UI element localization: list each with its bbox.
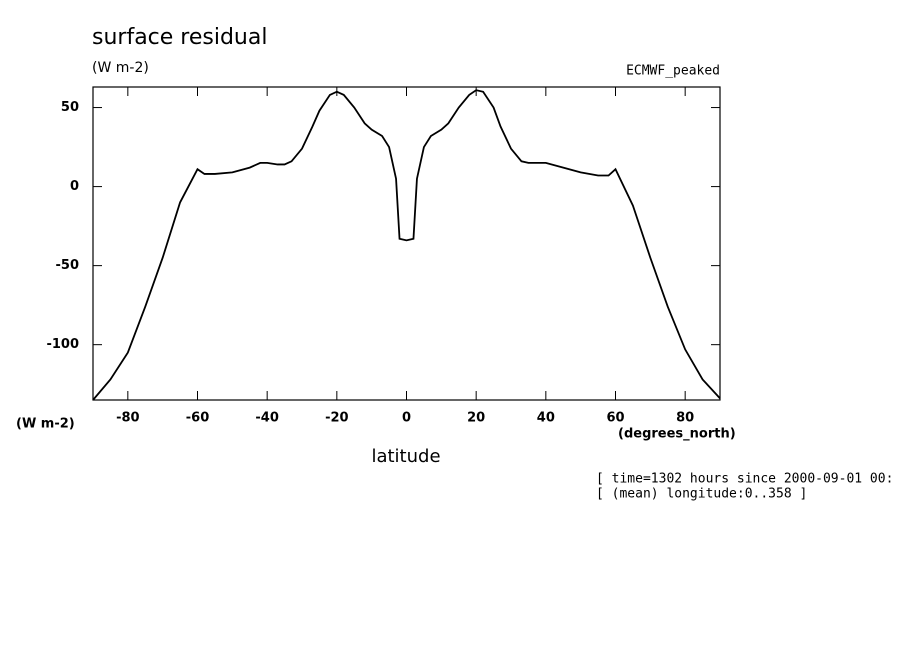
y-tick-label: -100 bbox=[46, 337, 79, 352]
x-tick-label: -80 bbox=[116, 411, 140, 426]
y-tick-label: 50 bbox=[61, 100, 79, 115]
x-axis-label: latitude bbox=[371, 446, 440, 467]
x-tick-label: 40 bbox=[537, 411, 555, 426]
y-axis-label: (W m-2) bbox=[16, 417, 75, 432]
y-tick-label: 0 bbox=[70, 179, 79, 194]
annotation: [ time=1302 hours since 2000-09-01 00: bbox=[596, 472, 893, 487]
y-tick-label: -50 bbox=[56, 258, 80, 273]
annotation: [ (mean) longitude:0..358 ] bbox=[596, 487, 807, 502]
plot-frame bbox=[92, 86, 721, 401]
data-line bbox=[92, 89, 721, 401]
chart-title: surface residual bbox=[92, 25, 267, 50]
x-tick-label: 20 bbox=[467, 411, 485, 426]
x-tick-label: -60 bbox=[186, 411, 210, 426]
x-tick-label: -20 bbox=[325, 411, 349, 426]
x-tick-label: -40 bbox=[255, 411, 279, 426]
series-name: ECMWF_peaked bbox=[626, 64, 720, 79]
x-tick-label: 80 bbox=[676, 411, 694, 426]
x-tick-label: 0 bbox=[402, 411, 411, 426]
x-units: (degrees_north) bbox=[618, 427, 736, 442]
x-tick-label: 60 bbox=[606, 411, 624, 426]
units: (W m-2) bbox=[92, 60, 149, 76]
